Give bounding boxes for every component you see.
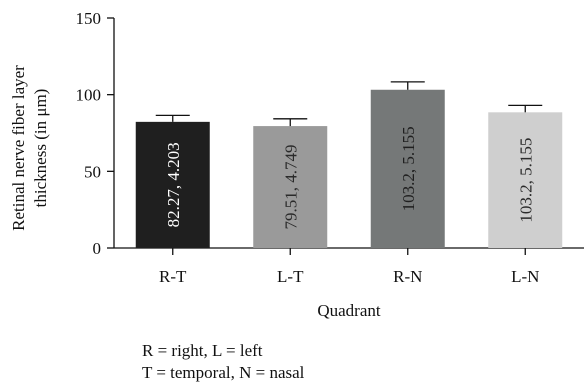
bar-value-label: 103.2, 5.155 xyxy=(399,126,418,211)
bar xyxy=(253,126,328,248)
footnote-line-2: T = temporal, N = nasal xyxy=(142,363,305,382)
bar xyxy=(370,89,445,248)
x-tick-label: L-N xyxy=(511,267,539,286)
y-tick-label: 50 xyxy=(84,162,101,181)
y-tick-label: 100 xyxy=(76,86,102,105)
bar-chart: Retinal nerve fiber layer thickness (in … xyxy=(9,9,584,320)
x-tick-label: R-N xyxy=(393,267,422,286)
bar-value-label: 82.27, 4.203 xyxy=(164,142,183,227)
y-axis-title-line1: Retinal nerve fiber layer xyxy=(9,65,28,231)
y-axis-title-line2: thickness (in μm) xyxy=(31,89,50,208)
x-tick-label: L-T xyxy=(277,267,304,286)
bar xyxy=(135,121,210,248)
y-tick-label: 0 xyxy=(93,239,102,258)
x-tick-label: R-T xyxy=(159,267,187,286)
y-tick-label: 150 xyxy=(76,9,102,28)
bar xyxy=(488,112,563,248)
bar-value-label: 79.51, 4.749 xyxy=(281,145,300,230)
bar-value-label: 103.2, 5.155 xyxy=(516,138,535,223)
x-axis-title: Quadrant xyxy=(317,301,381,320)
footnote-line-1: R = right, L = left xyxy=(142,341,263,360)
